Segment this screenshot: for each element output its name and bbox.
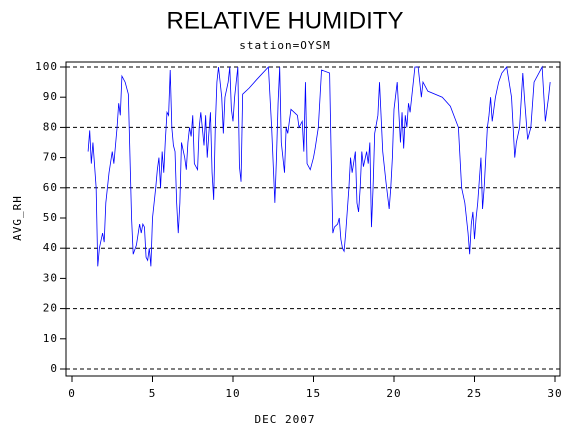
y-tick-label: 70 xyxy=(43,151,58,164)
y-tick-label: 60 xyxy=(43,181,58,194)
y-tick-label: 50 xyxy=(43,211,58,224)
x-axis-label: DEC 2007 xyxy=(255,413,316,426)
data-line xyxy=(87,65,551,267)
x-tick-label: 30 xyxy=(547,387,562,400)
y-tick-label: 90 xyxy=(43,90,58,103)
y-tick-label: 40 xyxy=(43,241,58,254)
x-tick-label: 10 xyxy=(225,387,240,400)
y-tick-label: 30 xyxy=(43,271,58,284)
plot-frame xyxy=(65,61,561,377)
x-tick-label: 5 xyxy=(149,387,157,400)
y-tick-label: 0 xyxy=(50,362,58,375)
y-tick-label: 20 xyxy=(43,302,58,315)
chart-title: RELATIVE HUMIDITY xyxy=(167,7,404,34)
y-tick-label: 80 xyxy=(43,120,58,133)
x-tick-label: 25 xyxy=(467,387,482,400)
x-tick-label: 20 xyxy=(386,387,401,400)
y-tick-label: 100 xyxy=(35,60,58,73)
chart-subtitle: station=OYSM xyxy=(239,39,330,52)
y-tick-label: 10 xyxy=(43,332,58,345)
x-tick-label: 15 xyxy=(306,387,321,400)
y-axis-label: AVG_RH xyxy=(11,195,24,241)
x-tick-label: 0 xyxy=(68,387,76,400)
